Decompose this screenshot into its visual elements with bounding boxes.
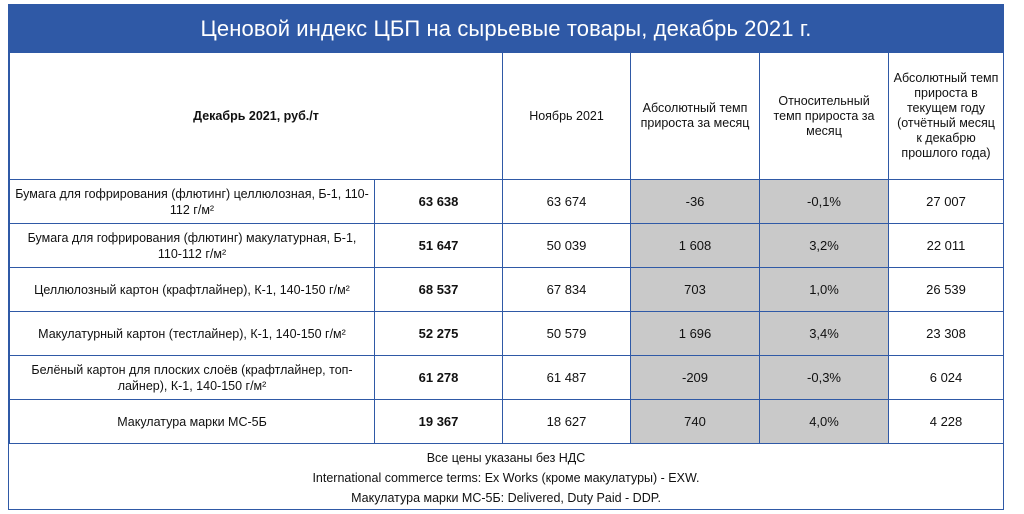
ytd-growth-cell: 6 024	[888, 355, 1003, 400]
rel-growth-cell: -0,3%	[759, 355, 890, 400]
rel-growth-cell: 3,4%	[759, 311, 890, 356]
december-price-cell: 61 278	[373, 355, 504, 400]
table-row: Макулатура марки МС-5Б 19 367 18 627 740 4,0…	[9, 399, 1003, 444]
product-name-cell: Макулатурный картон (тестлайнер), К-1, 1…	[9, 311, 375, 356]
rel-growth-cell: 1,0%	[759, 267, 890, 312]
december-price-cell: 63 638	[373, 179, 504, 224]
ytd-growth-cell: 23 308	[888, 311, 1003, 356]
header-december: Декабрь 2021, руб./т	[9, 52, 504, 180]
december-price-cell: 68 537	[373, 267, 504, 312]
abs-growth-cell: -36	[630, 179, 761, 224]
rel-growth-cell: 4,0%	[759, 399, 890, 444]
header-abs-growth: Абсолютный темп прироста за месяц	[630, 52, 761, 180]
header-row: Декабрь 2021, руб./т Ноябрь 2021 Абсолют…	[9, 52, 1003, 180]
november-price-cell: 50 039	[502, 223, 632, 268]
ytd-growth-cell: 4 228	[888, 399, 1003, 444]
table-row: Макулатурный картон (тестлайнер), К-1, 1…	[9, 311, 1003, 356]
header-ytd-growth: Абсолютный темп прироста в текущем году …	[888, 52, 1003, 180]
rel-growth-cell: -0,1%	[759, 179, 890, 224]
footnote-vat: Все цены указаны без НДС	[426, 451, 586, 465]
table-title: Ценовой индекс ЦБП на сырьевые товары, д…	[9, 5, 1003, 52]
november-price-cell: 67 834	[502, 267, 632, 312]
price-index-table-frame: Ценовой индекс ЦБП на сырьевые товары, д…	[8, 4, 1004, 510]
ytd-growth-cell: 22 011	[888, 223, 1003, 268]
table-row: Бумага для гофрирования (флютинг) макула…	[9, 223, 1003, 268]
product-name-cell: Бумага для гофрирования (флютинг) целлюл…	[9, 179, 375, 224]
november-price-cell: 61 487	[502, 355, 632, 400]
table-row: Целлюлозный картон (крафтлайнер), К-1, 1…	[9, 267, 1003, 312]
footnotes: Все цены указаны без НДС International c…	[9, 444, 1003, 508]
november-price-cell: 50 579	[502, 311, 632, 356]
product-name-cell: Бумага для гофрирования (флютинг) макула…	[9, 223, 375, 268]
price-index-table: Декабрь 2021, руб./т Ноябрь 2021 Абсолют…	[9, 52, 1003, 444]
abs-growth-cell: 703	[630, 267, 761, 312]
table-row: Бумага для гофрирования (флютинг) целлюл…	[9, 179, 1003, 224]
product-name-cell: Макулатура марки МС-5Б	[9, 399, 375, 444]
product-name-cell: Целлюлозный картон (крафтлайнер), К-1, 1…	[9, 267, 375, 312]
november-price-cell: 18 627	[502, 399, 632, 444]
december-price-cell: 19 367	[373, 399, 504, 444]
product-name-cell: Белёный картон для плоских слоёв (крафтл…	[9, 355, 375, 400]
abs-growth-cell: 740	[630, 399, 761, 444]
rel-growth-cell: 3,2%	[759, 223, 890, 268]
footnote-ddp: Макулатура марки МС-5Б: Delivered, Duty …	[351, 491, 661, 505]
november-price-cell: 63 674	[502, 179, 632, 224]
ytd-growth-cell: 26 539	[888, 267, 1003, 312]
footnote-incoterms: International commerce terms: Ex Works (…	[312, 471, 700, 485]
abs-growth-cell: 1 696	[630, 311, 761, 356]
header-rel-growth: Относительный темп прироста за месяц	[759, 52, 890, 180]
header-november: Ноябрь 2021	[502, 52, 632, 180]
abs-growth-cell: 1 608	[630, 223, 761, 268]
table-row: Белёный картон для плоских слоёв (крафтл…	[9, 355, 1003, 400]
december-price-cell: 51 647	[373, 223, 504, 268]
december-price-cell: 52 275	[373, 311, 504, 356]
ytd-growth-cell: 27 007	[888, 179, 1003, 224]
abs-growth-cell: -209	[630, 355, 761, 400]
